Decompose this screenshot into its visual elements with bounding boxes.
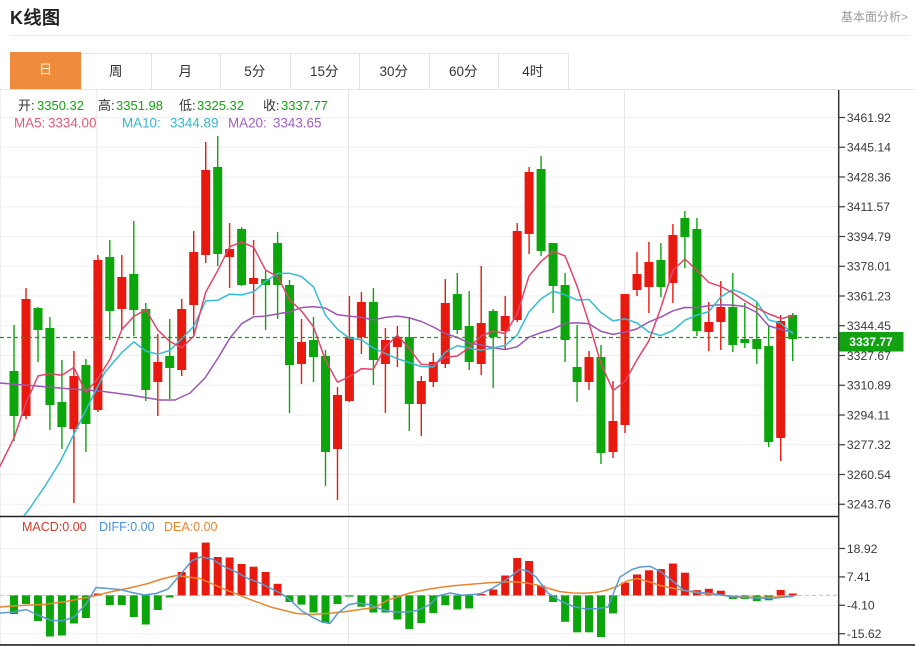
svg-text:3361.23: 3361.23 [847,289,891,303]
svg-text:3243.76: 3243.76 [847,498,891,512]
svg-text:3337.77: 3337.77 [849,335,893,349]
svg-text:7.41: 7.41 [847,570,871,584]
svg-text:3461.92: 3461.92 [847,111,891,125]
svg-text:3445.14: 3445.14 [847,141,891,155]
svg-text:3327.67: 3327.67 [847,349,891,363]
svg-text:3260.54: 3260.54 [847,468,891,482]
svg-text:3394.79: 3394.79 [847,230,891,244]
svg-text:3277.32: 3277.32 [847,438,891,452]
svg-text:-4.10: -4.10 [847,599,875,613]
svg-text:3378.01: 3378.01 [847,260,891,274]
svg-text:3344.45: 3344.45 [847,319,891,333]
svg-text:3428.36: 3428.36 [847,170,891,184]
svg-text:3310.89: 3310.89 [847,379,891,393]
svg-text:18.92: 18.92 [847,542,878,556]
svg-text:3294.11: 3294.11 [847,408,890,422]
svg-text:开:3350.32高:3351.98低:3325.32收:3: 开: 3350.32 高:3351.98 低:3325.32 收:3337.77 [18,98,328,113]
svg-text:-15.62: -15.62 [847,627,882,641]
svg-text:3411.57: 3411.57 [847,200,890,214]
